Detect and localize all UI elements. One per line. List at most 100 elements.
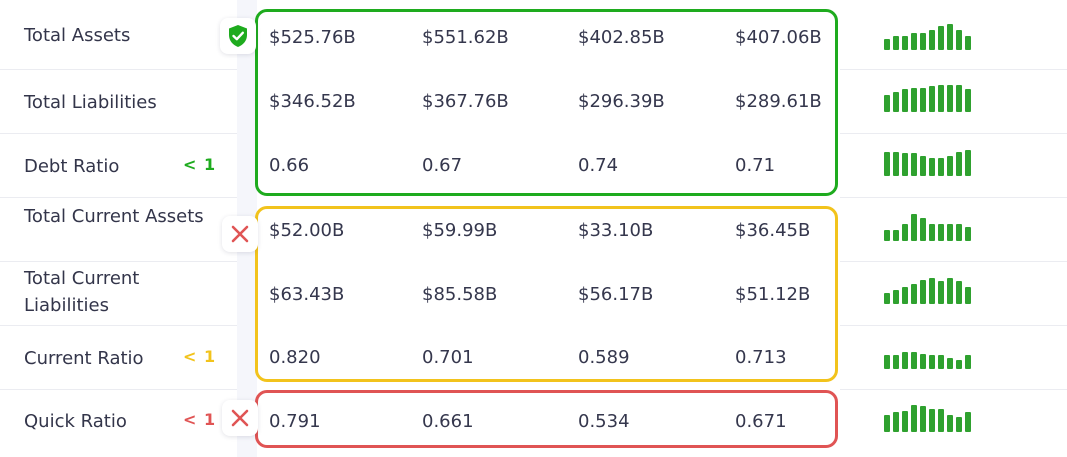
value-cell: $346.52B bbox=[269, 91, 356, 112]
sparkline-bar bbox=[956, 224, 962, 241]
sparkline-bar bbox=[884, 152, 890, 176]
value-cell: $296.39B bbox=[578, 91, 665, 112]
sparkline-bar bbox=[902, 89, 908, 112]
sparkline-bar bbox=[911, 284, 917, 304]
sparkline-bar bbox=[884, 293, 890, 304]
sparkline-bar bbox=[884, 95, 890, 112]
sparkline-bar bbox=[947, 85, 953, 112]
value-cell: $85.58B bbox=[422, 284, 498, 305]
value-cell: 0.74 bbox=[578, 155, 619, 176]
sparkline-bar bbox=[929, 224, 935, 241]
sparkline-bar bbox=[893, 412, 899, 432]
sparkline-bar bbox=[965, 355, 971, 369]
sparkline-bar bbox=[893, 230, 899, 241]
sparkline-bar bbox=[938, 85, 944, 112]
sparkline-bar bbox=[929, 158, 935, 176]
sparkline-bar bbox=[920, 156, 926, 176]
sparkline-bar bbox=[902, 36, 908, 50]
row-divider bbox=[840, 389, 1067, 390]
value-cell: $33.10B bbox=[578, 220, 654, 241]
sparkline bbox=[884, 274, 971, 304]
sparkline-bar bbox=[893, 355, 899, 369]
sparkline-bar bbox=[938, 224, 944, 241]
sparkline-bar bbox=[947, 358, 953, 369]
sparkline-bar bbox=[920, 88, 926, 112]
sparkline-bar bbox=[956, 152, 962, 176]
x-icon bbox=[231, 409, 249, 427]
row-label-total-current-liabilities: Total Current Liabilities bbox=[24, 268, 140, 316]
sparkline-bar bbox=[947, 415, 953, 432]
value-cell: 0.671 bbox=[735, 411, 787, 432]
sparkline-bar bbox=[938, 281, 944, 304]
threshold-badge: < 1 bbox=[183, 410, 217, 429]
value-cell: 0.534 bbox=[578, 411, 630, 432]
value-cell: 0.701 bbox=[422, 347, 474, 368]
row-divider bbox=[840, 133, 1067, 134]
sparkline bbox=[884, 402, 971, 432]
value-cell: 0.820 bbox=[269, 347, 321, 368]
x-icon bbox=[231, 225, 249, 243]
row-label-total-liabilities: Total Liabilities bbox=[24, 92, 157, 113]
sparkline bbox=[884, 146, 971, 176]
sparkline-bar bbox=[893, 290, 899, 304]
row-divider bbox=[0, 325, 237, 326]
row-divider bbox=[0, 389, 237, 390]
sparkline-bar bbox=[947, 24, 953, 50]
sparkline-bar bbox=[920, 33, 926, 50]
sparkline-bar bbox=[911, 88, 917, 112]
value-cell: 0.589 bbox=[578, 347, 630, 368]
row-divider bbox=[0, 133, 237, 134]
value-cell: $402.85B bbox=[578, 27, 665, 48]
sparkline-bar bbox=[929, 30, 935, 50]
sparkline-bar bbox=[884, 355, 890, 369]
row-label-quick-ratio: Quick Ratio bbox=[24, 411, 127, 432]
row-label-total-current-assets: Total Current Assets bbox=[24, 206, 204, 227]
sparkline-bar bbox=[902, 287, 908, 304]
sparkline-bar bbox=[884, 415, 890, 432]
sparkline-bar bbox=[911, 153, 917, 176]
sparkline-bar bbox=[902, 411, 908, 432]
value-cell: $59.99B bbox=[422, 220, 498, 241]
sparkline-bar bbox=[938, 26, 944, 50]
value-cell: 0.66 bbox=[269, 155, 310, 176]
sparkline bbox=[884, 211, 971, 241]
solvency-group-frame bbox=[255, 9, 838, 196]
sparkline-bar bbox=[929, 355, 935, 369]
value-cell: $407.06B bbox=[735, 27, 822, 48]
sparkline-bar bbox=[884, 39, 890, 50]
value-cell: $551.62B bbox=[422, 27, 509, 48]
value-cell: 0.67 bbox=[422, 155, 463, 176]
value-cell: $525.76B bbox=[269, 27, 356, 48]
sparkline-bar bbox=[902, 153, 908, 176]
value-cell: $36.45B bbox=[735, 220, 811, 241]
sparkline-bar bbox=[938, 355, 944, 369]
row-divider bbox=[840, 69, 1067, 70]
value-cell: 0.71 bbox=[735, 155, 776, 176]
label-column bbox=[0, 0, 237, 457]
threshold-badge: < 1 bbox=[183, 347, 217, 366]
status-bad-marker bbox=[222, 400, 258, 436]
row-divider bbox=[0, 197, 237, 198]
sparkline-bar bbox=[956, 85, 962, 112]
sparkline-bar bbox=[929, 409, 935, 432]
sparkline-bar bbox=[956, 360, 962, 369]
sparkline-bar bbox=[947, 278, 953, 304]
value-cell: $52.00B bbox=[269, 220, 345, 241]
sparkline-bar bbox=[920, 354, 926, 369]
shield-check-icon bbox=[229, 25, 247, 47]
value-cell: 0.713 bbox=[735, 347, 787, 368]
sparkline-bar bbox=[911, 405, 917, 432]
row-divider bbox=[0, 261, 237, 262]
sparkline-bar bbox=[965, 287, 971, 304]
status-warn-marker bbox=[222, 216, 258, 252]
sparkline-bar bbox=[956, 417, 962, 432]
sparkline-bar bbox=[920, 280, 926, 304]
sparkline-bar bbox=[929, 278, 935, 304]
sparkline-bar bbox=[956, 281, 962, 304]
value-cell: $367.76B bbox=[422, 91, 509, 112]
value-cell: $63.43B bbox=[269, 284, 345, 305]
sparkline-bar bbox=[938, 158, 944, 176]
sparkline-bar bbox=[920, 218, 926, 241]
threshold-badge: < 1 bbox=[183, 155, 217, 174]
sparkline-bar bbox=[947, 224, 953, 241]
